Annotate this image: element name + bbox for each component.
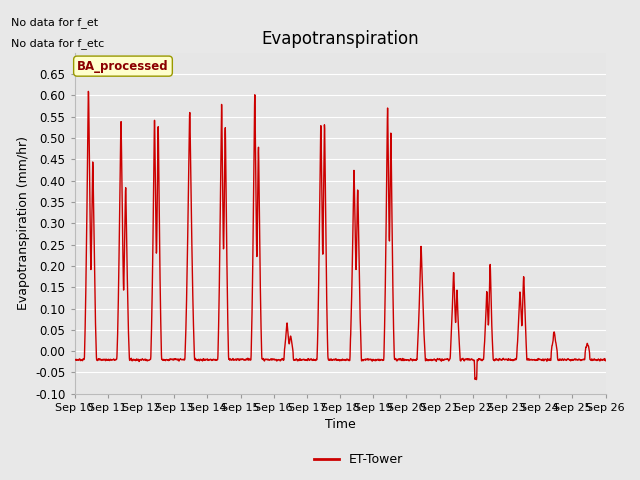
Y-axis label: Evapotranspiration (mm/hr): Evapotranspiration (mm/hr) — [17, 136, 29, 310]
Text: BA_processed: BA_processed — [77, 60, 169, 72]
Text: No data for f_et: No data for f_et — [11, 17, 98, 28]
X-axis label: Time: Time — [324, 419, 355, 432]
Title: Evapotranspiration: Evapotranspiration — [261, 30, 419, 48]
Text: No data for f_etc: No data for f_etc — [11, 38, 104, 48]
Legend: ET-Tower: ET-Tower — [308, 448, 408, 471]
